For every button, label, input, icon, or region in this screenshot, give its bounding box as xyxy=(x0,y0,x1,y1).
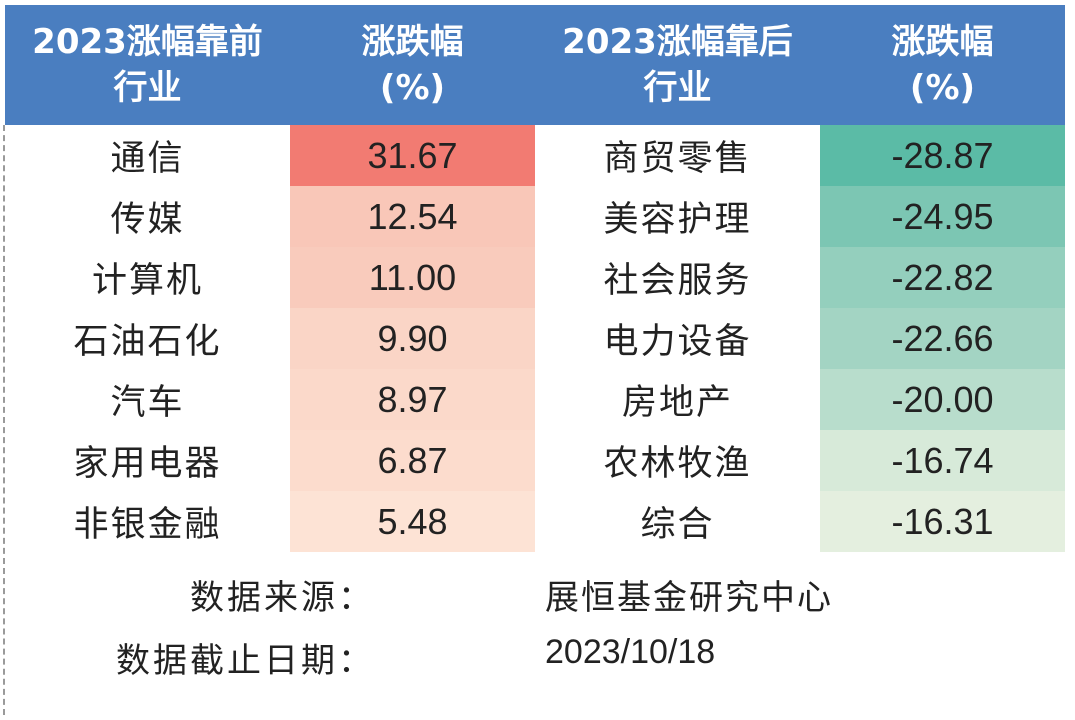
industry-change-table: 2023涨幅靠前 行业 涨跌幅 (%) 2023涨幅靠后 行业 涨跌幅 (%) xyxy=(5,5,1065,552)
table-header-row: 2023涨幅靠前 行业 涨跌幅 (%) 2023涨幅靠后 行业 涨跌幅 (%) xyxy=(5,5,1065,125)
table-row: 计算机 11.00 社会服务 -22.82 xyxy=(5,247,1065,308)
top-industry-name: 计算机 xyxy=(5,247,290,308)
top-change-value: 12.54 xyxy=(290,186,535,247)
bottom-industry-name: 综合 xyxy=(535,491,820,552)
data-date-label: 数据截止日期： xyxy=(116,641,375,681)
bottom-industry-name: 房地产 xyxy=(535,369,820,430)
top-change-value: 5.48 xyxy=(290,491,535,552)
top-change-value: 6.87 xyxy=(290,430,535,491)
dashed-left-border xyxy=(3,125,5,715)
header-bottom-industry: 2023涨幅靠后 行业 xyxy=(535,5,820,125)
top-industry-name: 家用电器 xyxy=(5,430,290,491)
bottom-change-value: -22.82 xyxy=(820,247,1065,308)
table-row: 通信 31.67 商贸零售 -28.87 xyxy=(5,125,1065,186)
top-change-value: 11.00 xyxy=(290,247,535,308)
header-top-industry: 2023涨幅靠前 行业 xyxy=(5,5,290,125)
table-row: 汽车 8.97 房地产 -20.00 xyxy=(5,369,1065,430)
data-date-line: 数据截止日期： 2023/10/18 xyxy=(0,625,1075,685)
top-industry-name: 石油石化 xyxy=(5,308,290,369)
top-industry-name: 汽车 xyxy=(5,369,290,430)
top-change-value: 8.97 xyxy=(290,369,535,430)
bottom-change-value: -20.00 xyxy=(820,369,1065,430)
top-industry-name: 非银金融 xyxy=(5,491,290,552)
bottom-change-value: -16.74 xyxy=(820,430,1065,491)
bottom-change-value: -28.87 xyxy=(820,125,1065,186)
bottom-change-value: -16.31 xyxy=(820,491,1065,552)
bottom-industry-name: 电力设备 xyxy=(535,308,820,369)
top-industry-name: 通信 xyxy=(5,125,290,186)
data-source-label: 数据来源： xyxy=(190,578,375,618)
bottom-industry-name: 社会服务 xyxy=(535,247,820,308)
table-row: 家用电器 6.87 农林牧渔 -16.74 xyxy=(5,430,1065,491)
data-source-line: 数据来源： 展恒基金研究中心 xyxy=(0,562,1075,622)
top-change-value: 9.90 xyxy=(290,308,535,369)
data-date-value: 2023/10/18 xyxy=(545,633,716,671)
header-bottom-change: 涨跌幅 (%) xyxy=(820,5,1065,125)
bottom-change-value: -24.95 xyxy=(820,186,1065,247)
data-source-value: 展恒基金研究中心 xyxy=(545,578,833,618)
bottom-change-value: -22.66 xyxy=(820,308,1065,369)
table-row: 石油石化 9.90 电力设备 -22.66 xyxy=(5,308,1065,369)
bottom-industry-name: 美容护理 xyxy=(535,186,820,247)
bottom-industry-name: 商贸零售 xyxy=(535,125,820,186)
table-row: 传媒 12.54 美容护理 -24.95 xyxy=(5,186,1065,247)
header-top-change: 涨跌幅 (%) xyxy=(290,5,535,125)
top-change-value: 31.67 xyxy=(290,125,535,186)
top-industry-name: 传媒 xyxy=(5,186,290,247)
bottom-industry-name: 农林牧渔 xyxy=(535,430,820,491)
table-row: 非银金融 5.48 综合 -16.31 xyxy=(5,491,1065,552)
